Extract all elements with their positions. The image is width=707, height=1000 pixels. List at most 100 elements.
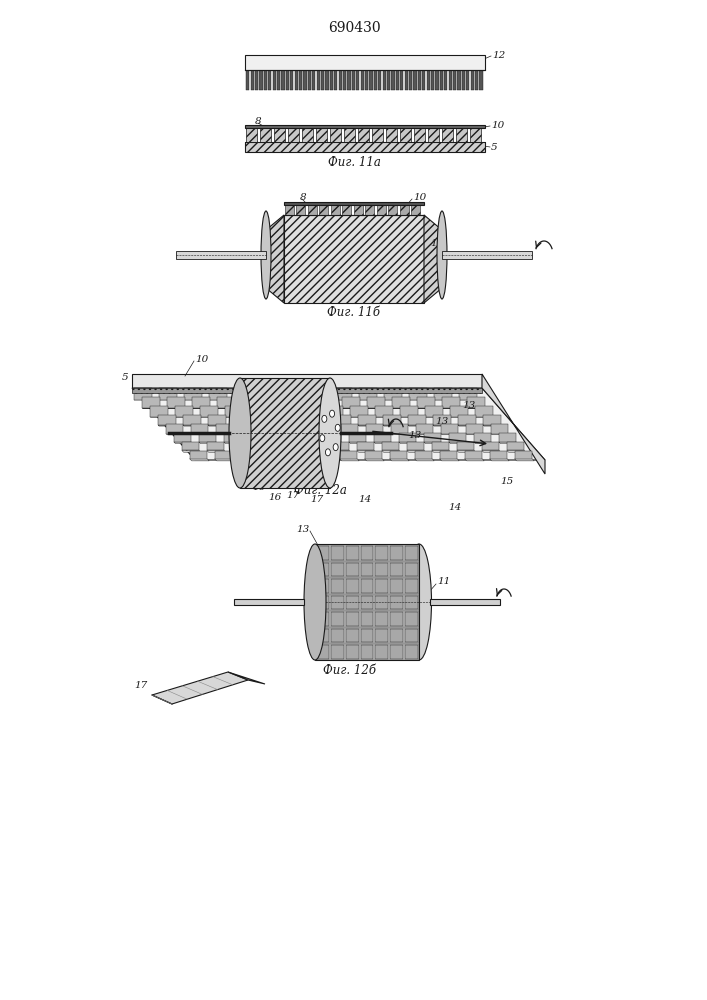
Bar [284,202,424,205]
Bar [414,70,416,90]
Polygon shape [267,397,285,408]
Polygon shape [449,442,468,444]
Polygon shape [160,388,177,400]
Text: Фиг. 12б: Фиг. 12б [324,664,377,676]
Bar [316,645,329,659]
Polygon shape [199,442,218,444]
Polygon shape [192,397,210,408]
Polygon shape [241,434,259,435]
Ellipse shape [325,449,330,456]
Bar [334,70,337,90]
Bar [369,70,373,90]
Polygon shape [142,397,160,408]
Polygon shape [332,450,351,452]
Bar [375,596,388,609]
Bar [234,599,304,605]
Polygon shape [257,442,274,450]
Bar [132,388,482,393]
Bar [405,612,418,626]
Text: 15: 15 [500,477,513,486]
Bar [390,629,403,642]
Bar [390,579,403,593]
Bar [405,579,418,593]
Polygon shape [390,459,409,461]
Polygon shape [152,672,248,704]
Bar [246,70,250,90]
Polygon shape [466,434,485,435]
Polygon shape [460,388,477,400]
Bar [375,546,388,560]
Bar [352,70,355,90]
Bar [331,612,344,626]
Bar [409,70,412,90]
Bar [346,546,358,560]
Polygon shape [490,451,507,459]
Bar [321,70,325,90]
Polygon shape [307,450,326,452]
Bar [392,70,395,90]
Bar [284,215,424,303]
Ellipse shape [335,424,340,431]
Polygon shape [382,450,401,452]
Bar [358,128,369,142]
Polygon shape [317,397,335,408]
Polygon shape [491,424,508,434]
Polygon shape [217,397,235,408]
Bar [281,70,285,90]
Text: 10: 10 [413,192,426,202]
Polygon shape [424,433,441,442]
Text: 8: 8 [300,192,307,202]
Text: 8: 8 [255,116,262,125]
Polygon shape [491,434,510,435]
Ellipse shape [329,410,334,417]
Ellipse shape [407,544,431,660]
Bar [315,611,419,627]
Polygon shape [515,451,532,459]
Polygon shape [417,397,435,408]
Bar [346,612,358,626]
Polygon shape [208,415,226,425]
Polygon shape [168,397,185,408]
Polygon shape [374,442,393,444]
Polygon shape [341,424,358,434]
Polygon shape [349,433,366,442]
Bar [449,70,452,90]
Polygon shape [366,424,383,434]
Polygon shape [299,433,316,442]
Polygon shape [443,397,460,408]
Polygon shape [341,434,360,435]
Bar [375,612,388,626]
Text: 13: 13 [462,401,475,410]
Polygon shape [259,388,277,400]
Bar [331,579,344,593]
Polygon shape [357,442,374,450]
Bar [315,545,419,561]
Text: 10: 10 [491,121,504,130]
Polygon shape [349,442,368,444]
Bar [331,645,344,659]
Bar [245,142,485,152]
Polygon shape [283,415,300,425]
Polygon shape [457,442,474,450]
Ellipse shape [320,435,325,442]
Bar [372,128,383,142]
Polygon shape [175,406,193,417]
Bar [361,645,373,659]
Polygon shape [166,434,185,435]
Polygon shape [375,406,393,417]
Bar [470,128,481,142]
Bar [315,562,419,577]
Polygon shape [399,433,416,442]
Bar [471,70,474,90]
Polygon shape [275,406,293,417]
Polygon shape [274,433,291,442]
Polygon shape [416,424,433,434]
Polygon shape [174,442,193,444]
Polygon shape [266,434,285,435]
Polygon shape [366,434,385,435]
Text: 17: 17 [135,682,148,690]
Polygon shape [300,406,317,417]
Bar [240,378,330,488]
Bar [255,70,258,90]
Bar [330,128,341,142]
